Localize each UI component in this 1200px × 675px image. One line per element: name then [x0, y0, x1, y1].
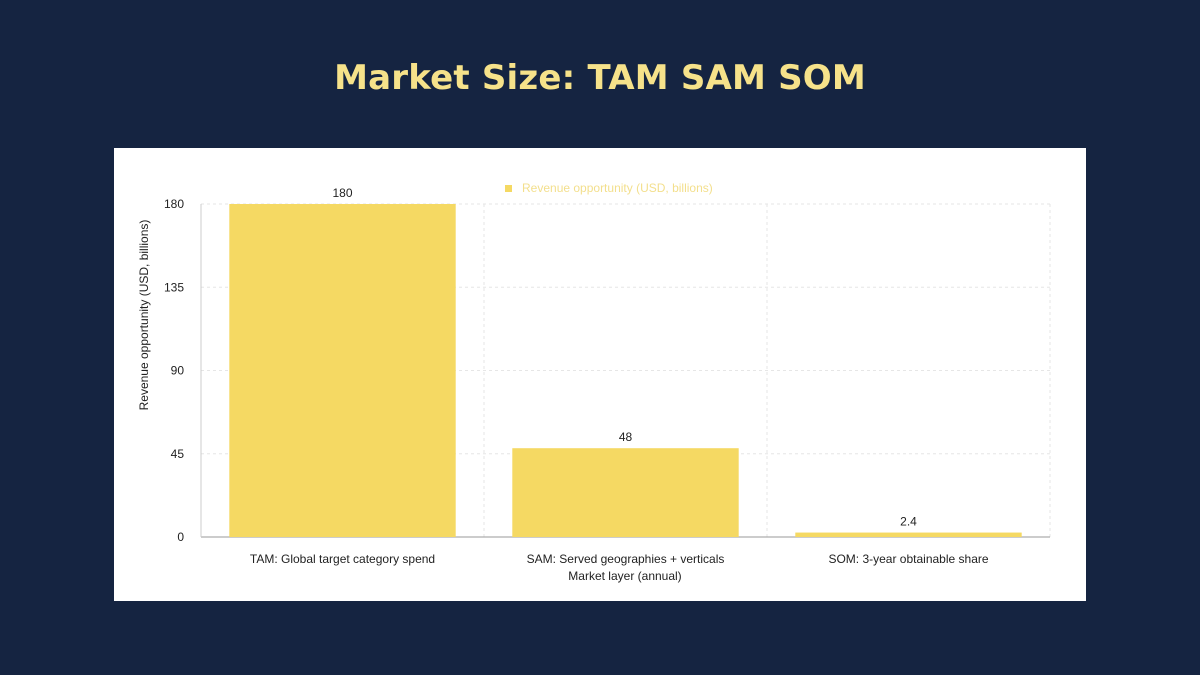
tick-labels: 0 45 90 135 180 TAM: Global target category s…	[164, 197, 989, 566]
y-tick-label: 45	[171, 447, 185, 461]
y-axis-title: Revenue opportunity (USD, billions)	[137, 220, 151, 411]
bar[interactable]	[795, 532, 1022, 537]
y-tick-label: 0	[177, 530, 184, 544]
slide-title: Market Size: TAM SAM SOM	[334, 58, 866, 98]
legend-label: Revenue opportunity (USD, billions)	[522, 181, 713, 195]
bar[interactable]	[229, 204, 456, 537]
chart-card: 180 48 2.4 0 45 90 135 180 TAM: Global target c…	[114, 148, 1086, 601]
y-tick-label: 90	[171, 364, 185, 378]
y-tick-label: 180	[164, 197, 184, 211]
x-axis-title: Market layer (annual)	[568, 569, 681, 583]
data-labels: 180 48 2.4	[332, 186, 917, 529]
bar[interactable]	[512, 448, 739, 537]
data-label: 2.4	[900, 515, 917, 529]
x-tick-label: TAM: Global target category spend	[250, 552, 435, 566]
data-label: 180	[332, 186, 352, 200]
legend-swatch	[505, 185, 512, 192]
bar-chart: 180 48 2.4 0 45 90 135 180 TAM: Global target c…	[137, 181, 1051, 583]
bars	[229, 204, 1022, 537]
x-tick-label: SAM: Served geographies + verticals	[527, 552, 725, 566]
x-tick-label: SOM: 3-year obtainable share	[828, 552, 988, 566]
data-label: 48	[619, 430, 633, 444]
y-tick-label: 135	[164, 280, 184, 294]
legend[interactable]: Revenue opportunity (USD, billions)	[505, 181, 713, 195]
